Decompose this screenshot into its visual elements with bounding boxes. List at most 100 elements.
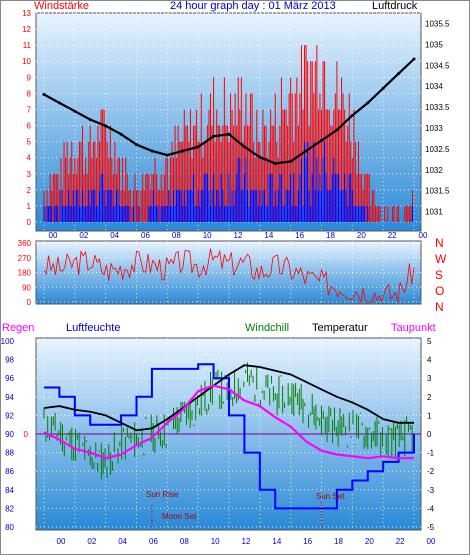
pressure-y-tick: 1035 bbox=[425, 40, 443, 49]
legend-dewpoint: Taupunkt bbox=[391, 322, 436, 334]
temperature-x-tick: 14 bbox=[272, 537, 281, 546]
wind-y-tick: 4 bbox=[27, 154, 32, 163]
annotation-moon-set: Moon Set bbox=[162, 512, 197, 521]
direction-y-tick: 270 bbox=[18, 254, 32, 263]
temperature-x-tick: 00 bbox=[57, 537, 66, 546]
pressure-point bbox=[150, 149, 154, 153]
pressure-point bbox=[397, 72, 401, 76]
wind-y-tick: 10 bbox=[22, 57, 31, 66]
wind-y-tick: 2 bbox=[27, 186, 32, 195]
direction-y-tick: 0 bbox=[27, 298, 32, 307]
temperature-x-tick: 18 bbox=[334, 537, 343, 546]
pressure-point bbox=[350, 113, 354, 117]
temperature-y-tick: 1 bbox=[427, 411, 432, 420]
pressure-y-tick: 1033 bbox=[425, 124, 443, 133]
temperature-y-tick: -5 bbox=[427, 523, 435, 532]
wind-x-tick: 12 bbox=[234, 231, 243, 240]
pressure-y-tick: 1034.5 bbox=[425, 61, 450, 70]
pressure-point bbox=[119, 132, 123, 136]
wind-x-tick: 04 bbox=[110, 231, 119, 240]
temperature-y-tick: 2 bbox=[427, 393, 432, 402]
wind-x-tick: 00 bbox=[49, 231, 58, 240]
wind-x-tick: 22 bbox=[388, 231, 397, 240]
pressure-point bbox=[242, 145, 246, 149]
astro-annotations: Sun Rise Moon Set Sun Set bbox=[146, 490, 345, 527]
compass-label: N bbox=[435, 236, 444, 250]
temperature-x-tick: 22 bbox=[396, 537, 405, 546]
humidity-y-tick: 84 bbox=[5, 486, 14, 495]
pressure-point bbox=[412, 57, 416, 61]
temperature-humidity-lines bbox=[43, 362, 415, 510]
humidity-series bbox=[44, 363, 415, 510]
pressure-point bbox=[273, 161, 277, 165]
wind-direction-line bbox=[43, 248, 415, 304]
wind-x-tick: 02 bbox=[79, 231, 88, 240]
temperature-y-tick: -4 bbox=[427, 504, 435, 513]
wind-direction-grid bbox=[36, 241, 421, 304]
pressure-point bbox=[335, 128, 339, 132]
pressure-point bbox=[212, 134, 216, 138]
chart-title: 24 hour graph day : 01 März 2013 bbox=[170, 0, 336, 12]
wind-x-tick: 16 bbox=[295, 231, 304, 240]
pressure-y-tick: 1032 bbox=[425, 166, 443, 175]
temperature-x-tick: 00 bbox=[427, 537, 436, 546]
humidity-y-tick: 96 bbox=[5, 374, 14, 383]
humidity-y-ticks: 80 82 84 86 88 90 92 94 96 98 100 bbox=[1, 337, 15, 532]
temperature-y-tick: 0 bbox=[427, 430, 432, 439]
humidity-y-tick: 80 bbox=[5, 523, 14, 532]
wind-bars bbox=[43, 45, 413, 222]
temperature-x-tick: 08 bbox=[180, 537, 189, 546]
pressure-point bbox=[57, 101, 61, 105]
wind-x-tick: 10 bbox=[203, 231, 212, 240]
dewpoint-series bbox=[43, 384, 414, 460]
pressure-y-tick: 1032.5 bbox=[425, 145, 450, 154]
compass-label: N bbox=[435, 300, 444, 314]
pressure-point bbox=[181, 149, 185, 153]
pressure-point bbox=[304, 149, 308, 153]
wind-y-tick: 3 bbox=[27, 170, 32, 179]
temperature-x-tick: 02 bbox=[87, 537, 96, 546]
temperature-y-tick: -1 bbox=[427, 449, 435, 458]
wind-y-tick: 1 bbox=[27, 202, 32, 211]
pressure-line bbox=[42, 57, 416, 165]
wind-y-tick: 8 bbox=[27, 89, 32, 98]
wind-x-tick: 20 bbox=[357, 231, 366, 240]
wind-y-tick: 12 bbox=[22, 25, 31, 34]
wind-x-tick: 14 bbox=[264, 231, 273, 240]
humidity-y-tick: 92 bbox=[5, 411, 14, 420]
wind-y-tick: 7 bbox=[27, 105, 32, 114]
humidity-y-tick: 88 bbox=[5, 449, 14, 458]
wind-y-tick: 5 bbox=[27, 138, 32, 147]
legend-rain: Regen bbox=[2, 322, 34, 334]
pressure-point bbox=[258, 155, 262, 159]
zero-degree-marker: 0 bbox=[24, 430, 29, 439]
temperature-y-tick: 4 bbox=[427, 356, 432, 365]
temperature-y-tick: -3 bbox=[427, 486, 435, 495]
wind-x-tick: 06 bbox=[141, 231, 150, 240]
temperature-y-tick: 5 bbox=[427, 337, 432, 346]
humidity-y-tick: 86 bbox=[5, 467, 14, 476]
left-axis-title: Windstärke bbox=[34, 0, 89, 12]
annotation-sun-rise: Sun Rise bbox=[146, 490, 179, 499]
temperature-x-tick: 16 bbox=[303, 537, 312, 546]
pressure-point bbox=[42, 93, 46, 97]
direction-y-ticks: 0 90 180 270 360 bbox=[18, 239, 32, 307]
wind-x-tick: 18 bbox=[326, 231, 335, 240]
temperature-y-ticks: -5 -4 -3 -2 -1 0 1 2 3 4 5 bbox=[427, 337, 435, 532]
humidity-y-tick: 100 bbox=[1, 337, 15, 346]
pressure-y-tick: 1031.5 bbox=[425, 187, 450, 196]
temperature-x-tick: 12 bbox=[242, 537, 251, 546]
direction-y-tick: 90 bbox=[22, 283, 31, 292]
right-axis-title: Luftdruck bbox=[372, 0, 418, 12]
compass-label: W bbox=[435, 252, 447, 266]
pressure-point bbox=[381, 86, 385, 90]
temperature-x-ticks: 00 02 04 06 08 10 12 14 16 18 20 22 00 bbox=[57, 537, 436, 546]
temperature-y-tick: 3 bbox=[427, 374, 432, 383]
legend-windchill: Windchill bbox=[245, 322, 289, 334]
humidity-y-tick: 94 bbox=[5, 393, 14, 402]
